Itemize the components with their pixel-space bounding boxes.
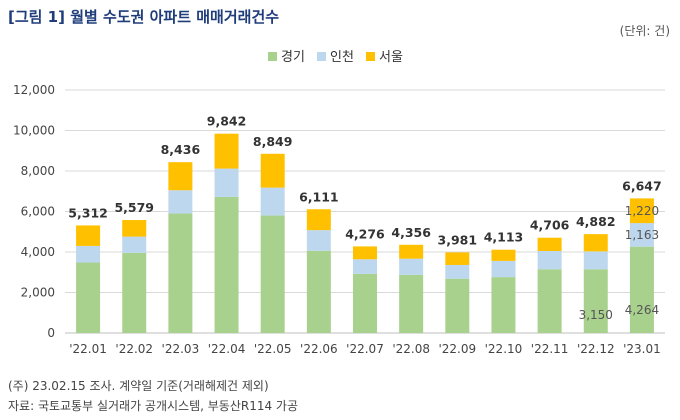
total-label: 4,356 bbox=[391, 225, 431, 240]
y-tick-label: 6,000 bbox=[21, 205, 55, 219]
bar-서울 bbox=[168, 162, 193, 191]
x-tick-label: '22.05 bbox=[254, 342, 292, 356]
total-label: 5,579 bbox=[114, 200, 154, 215]
unit-label: (단위: 건) bbox=[619, 24, 670, 38]
bar-경기 bbox=[353, 273, 377, 333]
legend-label-2: 서울 bbox=[379, 50, 403, 65]
total-label: 5,312 bbox=[68, 205, 108, 220]
bar-경기 bbox=[76, 262, 101, 333]
bar-인천 bbox=[445, 264, 470, 279]
legend-label-1: 인천 bbox=[330, 50, 354, 65]
bar-경기 bbox=[168, 213, 193, 333]
y-tick-label: 12,000 bbox=[13, 83, 55, 97]
legend-label-0: 경기 bbox=[281, 50, 305, 65]
segment-label: 3,150 bbox=[579, 308, 613, 322]
bar-서울 bbox=[491, 249, 516, 261]
total-label: 6,111 bbox=[299, 189, 339, 204]
x-tick-label: '22.09 bbox=[438, 342, 476, 356]
total-label: 9,842 bbox=[207, 114, 247, 129]
bar-인천 bbox=[76, 245, 101, 263]
bar-서울 bbox=[214, 133, 239, 169]
segment-label: 4,264 bbox=[625, 303, 659, 317]
footnote-note: (주) 23.02.15 조사. 계약일 기준(거래해제건 제외) bbox=[8, 379, 269, 393]
total-label: 8,436 bbox=[161, 142, 201, 157]
y-tick-label: 10,000 bbox=[13, 124, 55, 138]
bar-서울 bbox=[76, 225, 101, 246]
bar-인천 bbox=[214, 168, 239, 197]
x-tick-label: '22.11 bbox=[531, 342, 569, 356]
bar-경기 bbox=[306, 250, 331, 333]
total-label: 3,981 bbox=[438, 232, 478, 247]
bar-경기 bbox=[583, 269, 608, 333]
bar-경기 bbox=[491, 277, 516, 333]
x-tick-label: '23.01 bbox=[623, 342, 661, 356]
y-tick-label: 8,000 bbox=[21, 164, 55, 178]
x-tick-label: '22.01 bbox=[69, 342, 107, 356]
total-label: 8,849 bbox=[253, 134, 293, 149]
bar-서울 bbox=[306, 209, 331, 231]
stacked-bar-chart: 0 2,000 4,000 6,000 8,000 10,000 12,000 경기 인천 서울 5… bbox=[13, 50, 665, 356]
total-label: 4,276 bbox=[345, 226, 385, 241]
bar-서울 bbox=[122, 220, 147, 237]
footnotes: (주) 23.02.15 조사. 계약일 기준(거래해제건 제외) 자료: 국토… bbox=[8, 376, 298, 416]
y-tick-label: 0 bbox=[47, 326, 55, 340]
total-label: 6,647 bbox=[622, 178, 662, 193]
y-tick-label: 2,000 bbox=[21, 286, 55, 300]
total-label: 4,882 bbox=[576, 214, 616, 229]
chart-title: [그림 1] 월별 수도권 아파트 매매거래건수 bbox=[8, 8, 280, 26]
bar-경기 bbox=[214, 196, 239, 333]
segment-label: 1,220 bbox=[625, 204, 659, 218]
x-tick-label: '22.12 bbox=[577, 342, 615, 356]
x-tick-label: '22.07 bbox=[346, 342, 384, 356]
bar-경기 bbox=[445, 278, 470, 333]
bar-서울 bbox=[260, 153, 285, 188]
y-tick-label: 4,000 bbox=[21, 245, 55, 259]
bar-인천 bbox=[399, 258, 424, 275]
bar-인천 bbox=[122, 236, 147, 253]
x-tick-label: '22.03 bbox=[162, 342, 200, 356]
bar-서울 bbox=[445, 252, 470, 265]
x-tick-label: '22.08 bbox=[392, 342, 430, 356]
chart-area: 0 2,000 4,000 6,000 8,000 10,000 12,000 경기 인천 서울 5… bbox=[0, 40, 680, 370]
bar-인천 bbox=[168, 190, 193, 214]
total-label: 4,706 bbox=[530, 218, 570, 233]
bar-인천 bbox=[583, 251, 608, 270]
bar-서울 bbox=[537, 237, 562, 251]
bar-인천 bbox=[260, 187, 285, 216]
bar-인천 bbox=[537, 250, 562, 270]
bar-인천 bbox=[306, 230, 331, 251]
bar-인천 bbox=[629, 223, 654, 247]
bar-인천 bbox=[491, 260, 516, 278]
bar-서울 bbox=[399, 244, 424, 259]
bar-서울 bbox=[583, 234, 608, 252]
x-tick-label: '22.06 bbox=[300, 342, 338, 356]
footnote-source: 자료: 국토교통부 실거래가 공개시스템, 부동산R114 가공 bbox=[8, 399, 299, 413]
legend-swatch-1 bbox=[317, 52, 326, 61]
bar-인천 bbox=[353, 259, 377, 274]
bar-서울 bbox=[629, 198, 654, 224]
segment-label: 1,163 bbox=[625, 228, 659, 242]
bar-서울 bbox=[353, 246, 377, 260]
bar-경기 bbox=[122, 252, 147, 333]
bar-경기 bbox=[399, 274, 424, 333]
legend-swatch-2 bbox=[366, 52, 375, 61]
x-tick-label: '22.02 bbox=[115, 342, 153, 356]
legend-swatch-0 bbox=[268, 52, 277, 61]
x-tick-label: '22.04 bbox=[208, 342, 246, 356]
bar-경기 bbox=[537, 269, 562, 333]
bar-경기 bbox=[629, 246, 654, 333]
bar-경기 bbox=[260, 215, 285, 333]
total-label: 4,113 bbox=[484, 230, 524, 245]
x-tick-label: '22.10 bbox=[485, 342, 523, 356]
